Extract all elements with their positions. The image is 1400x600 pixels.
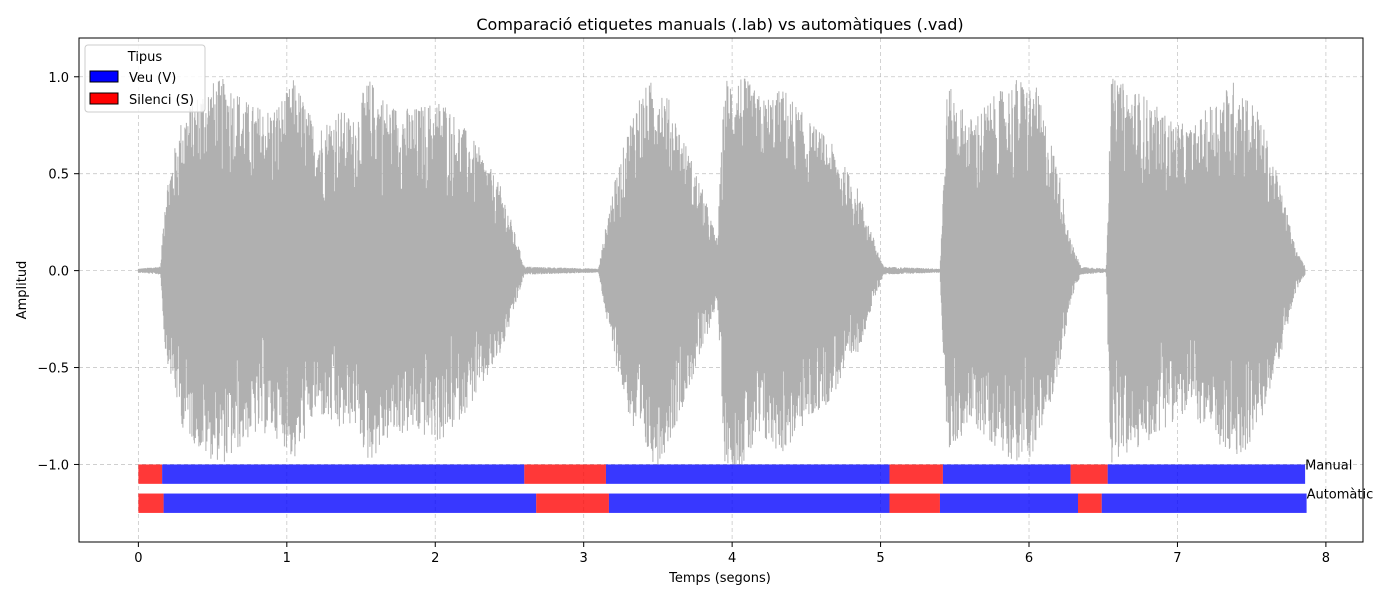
x-tick-label: 0 [134,551,142,566]
silence-segment-manual [1070,464,1108,484]
x-tick-label: 3 [580,551,588,566]
voice-segment-manual [162,464,525,484]
waveform [137,78,1306,465]
legend: Tipus Veu (V) Silenci (S) [84,44,206,113]
voice-segment-automatic [1101,493,1307,513]
silence-segment-automatic [889,493,940,513]
voice-segment-manual [942,464,1071,484]
y-tick-label: −0.5 [37,362,69,377]
y-tick-label: 0.0 [48,265,69,280]
x-axis-ticks: 0 1 2 3 4 5 6 7 8 [134,542,1330,566]
y-axis-label: Amplitud [15,261,30,320]
y-tick-label: 1.0 [48,71,69,86]
voice-segment-manual [1107,464,1306,484]
y-tick-label: 0.5 [48,168,69,183]
silence-segment-automatic [1077,493,1102,513]
y-tick-label: −1.0 [37,458,69,473]
silence-segment-manual [524,464,606,484]
x-tick-label: 6 [1025,551,1033,566]
voice-segment-automatic [608,493,890,513]
x-tick-label: 5 [876,551,884,566]
x-tick-label: 2 [431,551,439,566]
silence-segment-manual [138,464,163,484]
waveform-signal [137,78,1306,465]
y-axis-ticks: 1.0 0.5 0.0 −0.5 −1.0 [37,71,79,473]
legend-label-voice: Veu (V) [129,71,176,86]
silence-segment-automatic [536,493,609,513]
legend-label-silence: Silenci (S) [129,93,194,108]
track-label-automatic: Automàtic [1307,488,1374,503]
x-tick-label: 8 [1322,551,1330,566]
legend-title: Tipus [127,50,163,65]
x-tick-label: 7 [1173,551,1181,566]
x-axis-label: Temps (segons) [668,571,771,586]
label-tracks: Manual Automàtic [138,458,1374,513]
silence-segment-manual [889,464,943,484]
silence-segment-automatic [138,493,164,513]
plot-frame [78,37,1364,543]
voice-segment-automatic [939,493,1078,513]
chart-title: Comparació etiquetes manuals (.lab) vs a… [476,15,963,34]
voice-segment-automatic [163,493,537,513]
legend-swatch-voice [89,70,119,83]
x-tick-label: 1 [283,551,291,566]
track-label-manual: Manual [1305,458,1352,473]
voice-segment-manual [605,464,890,484]
x-tick-label: 4 [728,551,736,566]
legend-swatch-silence [89,92,119,105]
